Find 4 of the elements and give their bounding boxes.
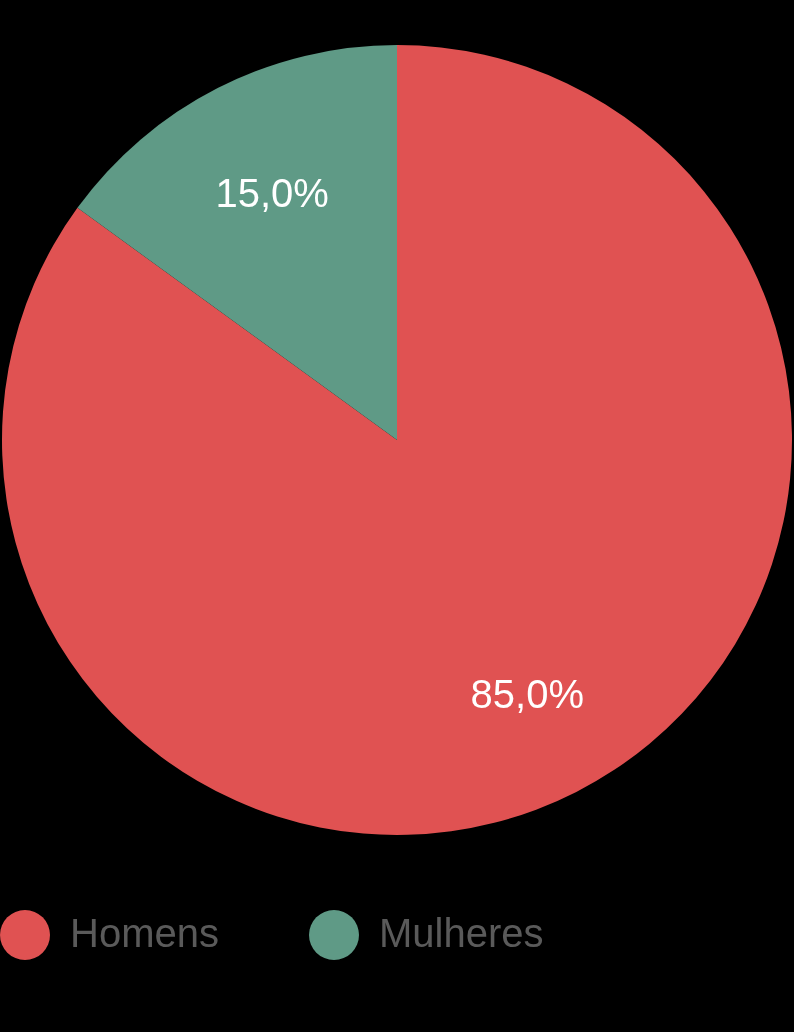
data-label: 15,0% [215, 170, 329, 215]
legend-label: Mulheres [379, 911, 544, 955]
data-label: 85,0% [470, 671, 585, 716]
legend-label: Homens [70, 911, 219, 955]
